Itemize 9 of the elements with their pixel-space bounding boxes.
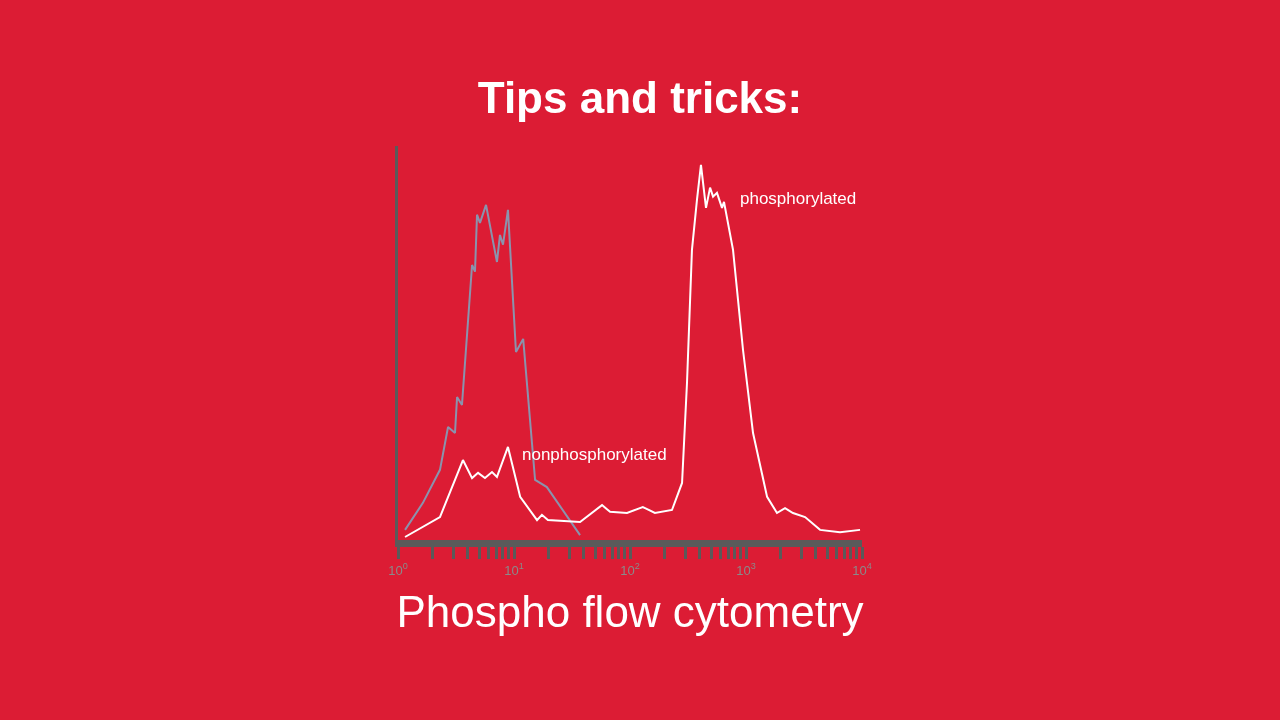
x-tick-label: 10$^{4}$ <box>852 561 872 578</box>
chart-title: Tips and tricks: <box>477 72 803 122</box>
x-tick-label: 10$^{2}$ <box>620 561 640 578</box>
annotation: nonphosphorylated <box>522 445 667 464</box>
x-axis-title: Phospho flow cytometry <box>396 586 864 636</box>
annotation: phosphorylated <box>740 189 857 208</box>
x-tick-label: 10$^{0}$ <box>388 561 408 578</box>
x-tick-label: 10$^{1}$ <box>504 561 524 578</box>
x-tick-label: 10$^{3}$ <box>736 561 756 578</box>
